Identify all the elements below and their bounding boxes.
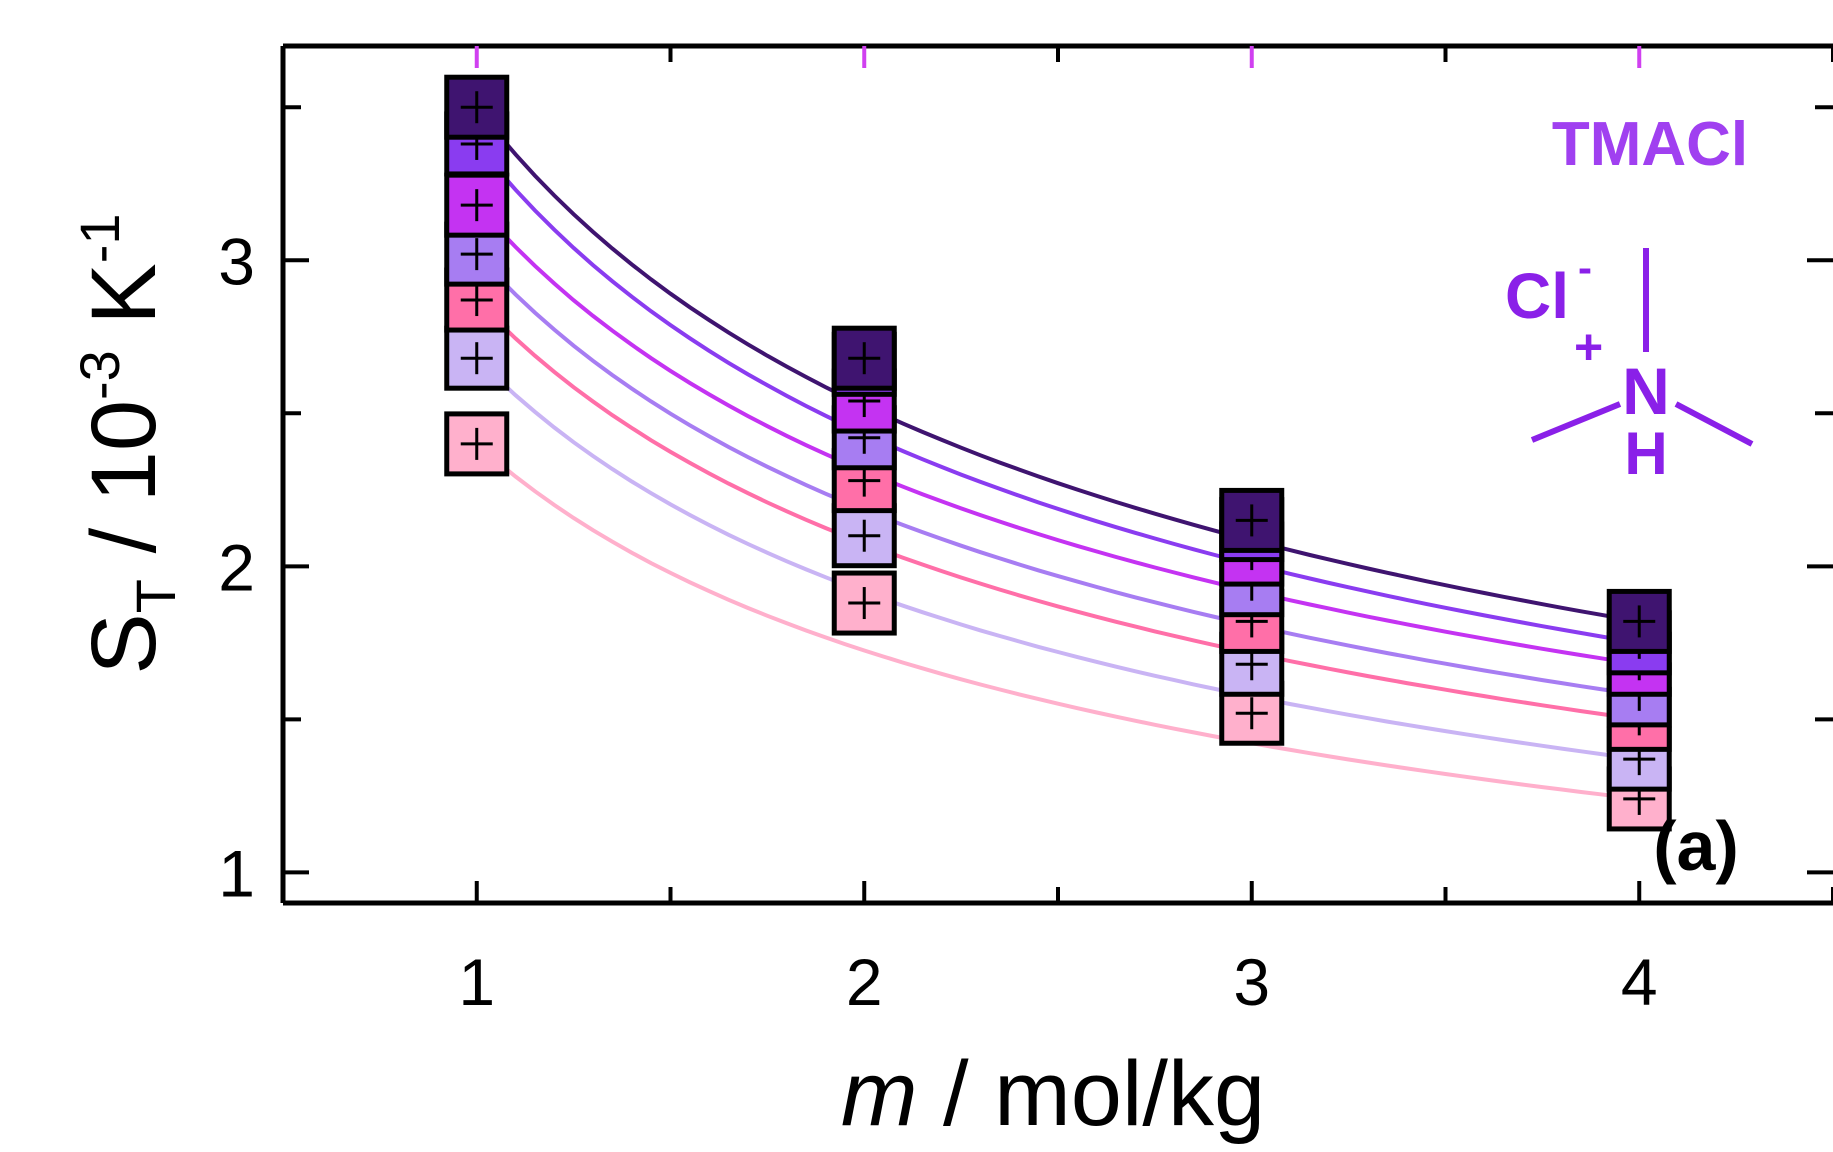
fit-curve — [475, 203, 1640, 667]
data-point — [831, 503, 897, 569]
fit-curves-layer — [475, 105, 1640, 801]
chloride-label: Cl — [1505, 260, 1569, 332]
x-tick-label: 3 — [1233, 945, 1270, 1019]
fit-curve — [475, 356, 1640, 762]
point-marker — [1219, 487, 1285, 553]
ammonium-charge: + — [1574, 319, 1603, 375]
nitrogen-atom: N — [1622, 354, 1670, 428]
y-tick-label: 2 — [218, 530, 255, 604]
tick-labels-layer: 1 2 3 4 1 2 3 — [218, 224, 1657, 1019]
salt-title: TMACl — [1552, 110, 1748, 179]
fit-curve — [475, 105, 1640, 624]
hydrogen-atom: H — [1624, 420, 1667, 487]
bond-right — [1674, 401, 1754, 447]
bond-left — [1530, 401, 1622, 443]
data-points-layer — [444, 74, 1672, 832]
y-tick-label: 1 — [218, 836, 255, 910]
chloride-charge: - — [1578, 244, 1592, 291]
data-point — [444, 172, 510, 238]
data-point — [444, 325, 510, 391]
fit-curve — [475, 442, 1640, 801]
y-tick-label: 3 — [218, 224, 255, 298]
data-point — [831, 570, 897, 636]
panel-label: (a) — [1653, 807, 1739, 885]
fit-curve — [475, 298, 1640, 722]
data-point — [444, 411, 510, 477]
data-point — [1219, 487, 1285, 553]
data-point — [444, 74, 510, 140]
x-axis-label: m / mol/kg — [841, 1043, 1265, 1145]
x-tick-label: 2 — [846, 945, 883, 1019]
fit-curve — [475, 252, 1640, 697]
y-axis-label: ST / 10-3 K-1 — [68, 213, 187, 674]
x-tick-label: 1 — [458, 945, 495, 1019]
molecule-structure: Cl - + N H — [1505, 244, 1754, 487]
fit-curve — [475, 142, 1640, 645]
x-tick-label: 4 — [1621, 945, 1658, 1019]
plot-frame-layer — [280, 43, 1833, 906]
data-point — [1606, 588, 1672, 654]
data-point — [831, 325, 897, 391]
